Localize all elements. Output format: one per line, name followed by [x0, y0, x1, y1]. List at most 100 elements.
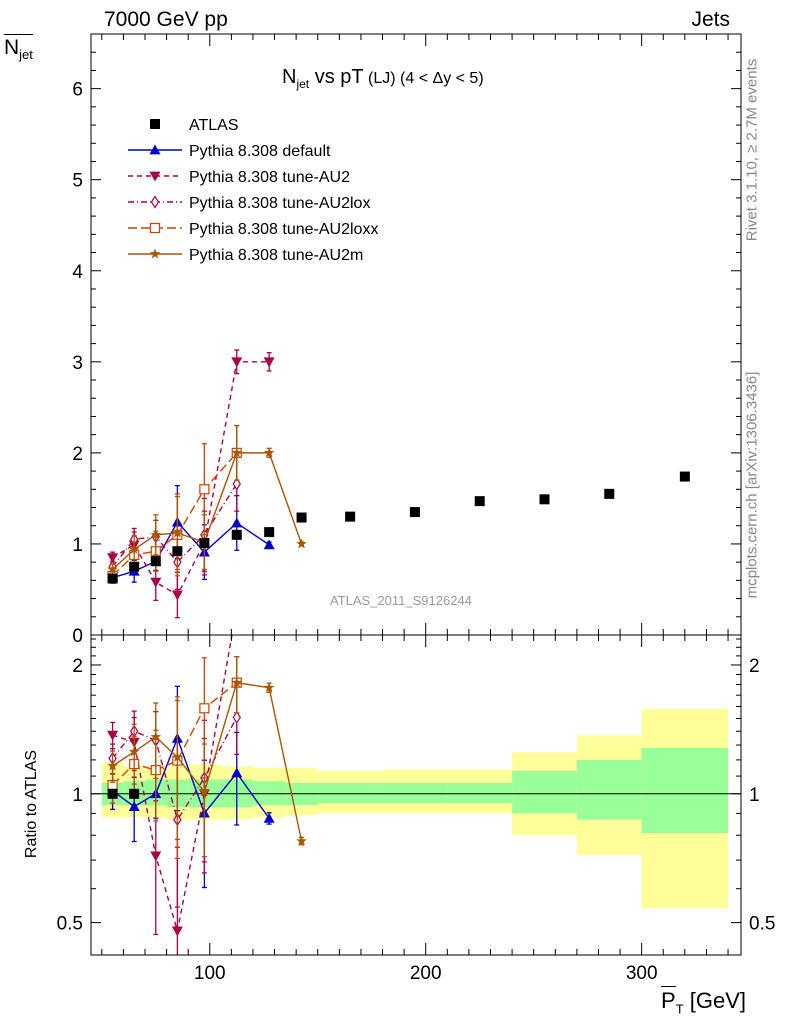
series-1-ratio-point: [264, 608, 275, 618]
series-4-point: [107, 563, 118, 574]
ratio-y-tick-label-right: 0.5: [749, 914, 775, 935]
x-tick-label: 200: [410, 963, 442, 984]
legend-label-3: Pythia 8.308 tune-AU2loxx: [189, 221, 378, 238]
x-tick-label: 300: [626, 963, 658, 984]
series-4-point: [150, 529, 162, 540]
atlas-data-point: [604, 488, 615, 499]
ratio-y-tick-label: 0.5: [57, 914, 83, 935]
series-1-ratio-point: [107, 730, 119, 741]
legend-marker-4: [149, 248, 161, 259]
observable-category-label: Jets: [691, 8, 730, 31]
analysis-id-watermark: ATLAS_2011_S9126244: [330, 593, 472, 608]
series-2-line: [112, 483, 238, 568]
atlas-data-point: [107, 573, 118, 584]
series-4-point: [172, 527, 183, 538]
atlas-data: [107, 471, 690, 584]
atlas-ratio-point: [129, 788, 140, 799]
atlas-ratio-data: [107, 788, 140, 799]
atlas-data-point: [679, 471, 690, 482]
x-axis-title-sub: T: [675, 1001, 684, 1017]
y-tick-label: 5: [72, 171, 83, 192]
legend-label-4: Pythia 8.308 tune-AU2m: [189, 247, 363, 264]
legend-label-1: Pythia 8.308 tune-AU2: [189, 169, 350, 186]
ratio-y-tick-label-right: 2: [749, 656, 760, 677]
atlas-data-point: [231, 529, 242, 540]
series-4-ratio-point: [199, 786, 210, 797]
series-4-point: [128, 543, 140, 554]
y-tick-label: 0: [72, 626, 83, 647]
y-tick-label: 4: [72, 262, 83, 283]
plot-title-rest: vs pT: [309, 66, 364, 88]
main-plot-area: [107, 349, 690, 619]
uncertainty-band-inner: [576, 759, 642, 820]
x-axis-title-main: P: [661, 986, 676, 1013]
atlas-data-point: [539, 494, 550, 505]
series-4-ratio-point: [231, 677, 242, 688]
series-4-ratio-point: [263, 682, 275, 693]
y-tick-label: 1: [72, 535, 83, 556]
series-1-ratio-point: [231, 603, 242, 613]
atlas-data-point: [150, 556, 161, 567]
y-tick-label: 3: [72, 353, 83, 374]
series-4-ratio-point: [172, 751, 183, 762]
series-4-ratio: [107, 656, 307, 858]
series-4-ratio-line: [112, 681, 303, 842]
atlas-ratio-point: [107, 788, 118, 799]
series-4-point: [296, 538, 307, 549]
collision-label: 7000 GeV pp: [104, 8, 228, 31]
series-4-ratio-point: [150, 731, 162, 742]
ratio-y-tick-label: 2: [72, 656, 83, 677]
plot-title-qualifier: (LJ) (4 < Δy < 5): [363, 70, 484, 87]
series-4-ratio-point: [128, 746, 140, 757]
plot-title-main: N: [282, 66, 297, 88]
atlas-data-point: [264, 527, 275, 538]
series-4-line: [112, 452, 303, 570]
y-tick-label: 2: [72, 444, 83, 465]
legend-marker-2: [150, 195, 160, 209]
series-1-ratio-point: [150, 851, 162, 862]
ratio-frame: [90, 634, 742, 956]
ratio-y-tick-label-right: 1: [749, 785, 760, 806]
uncertainty-band-inner: [317, 782, 383, 804]
atlas-data-point: [172, 546, 183, 557]
series-0-point: [263, 539, 275, 550]
legend-marker-3: [149, 222, 161, 234]
main-panel: 0 1 2 3 4 5 6: [72, 33, 742, 647]
series-1-point: [171, 590, 183, 601]
ratio-panel: 100 200 300 0.5 0.5 1 1 2 2: [57, 603, 775, 984]
uncertainty-band-inner: [641, 747, 729, 833]
series-0-ratio-point: [263, 812, 275, 823]
legend-marker-atlas: [150, 119, 160, 129]
series-4-ratio-point: [296, 835, 307, 846]
y-axis-title-sub: jet: [19, 47, 33, 63]
series-2-point: [232, 477, 241, 491]
series-1-point: [263, 357, 275, 368]
series-3-ratio-point: [199, 703, 210, 714]
legend-marker-1: [149, 171, 161, 182]
series-4-point: [231, 447, 242, 458]
atlas-data-point: [296, 512, 307, 523]
uncertainty-band-inner: [252, 781, 286, 806]
series-1-point: [107, 553, 119, 564]
series-2-ratio-line: [112, 716, 238, 822]
atlas-data-point: [345, 511, 356, 522]
series-1-ratio-point: [171, 926, 183, 937]
series-0-point: [231, 517, 243, 528]
y-axis-title-main: N: [4, 36, 20, 59]
series-2-ratio-point: [232, 710, 241, 724]
atlas-data-point: [129, 561, 140, 572]
ratio-y-tick-label: 1: [72, 785, 83, 806]
plot-title-sub: jet: [296, 77, 310, 91]
series-1-main: [107, 349, 275, 619]
series-4-point: [263, 447, 275, 458]
legend-label-atlas: ATLAS: [189, 117, 239, 134]
series-0-ratio-point: [128, 801, 140, 812]
uncertainty-band-inner: [512, 771, 577, 814]
legend-marker-0: [149, 144, 161, 155]
atlas-data-point: [409, 507, 420, 518]
series-0-ratio-point: [231, 767, 243, 778]
series-3-line: [112, 452, 238, 577]
series-4-ratio-point: [107, 760, 118, 771]
atlas-data-point: [199, 538, 210, 549]
